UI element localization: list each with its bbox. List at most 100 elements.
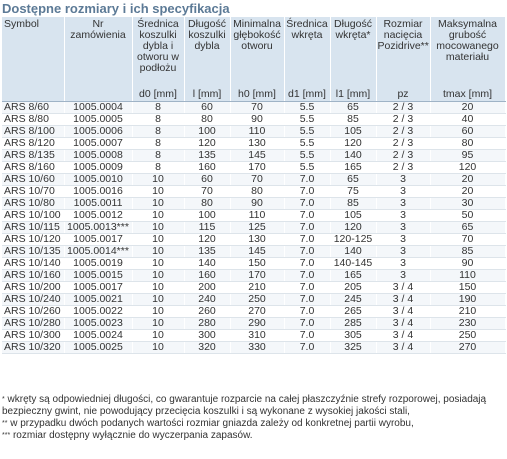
cell-h0: 145 [230, 149, 285, 162]
cell-h0: 90 [230, 113, 285, 126]
cell-order-no: 1005.0016 [64, 185, 133, 198]
cell-h0: 110 [230, 209, 285, 222]
cell-order-no: 1005.0025 [64, 341, 133, 354]
cell-h0: 70 [230, 101, 285, 114]
cell-symbol: ARS 10/70 [2, 185, 65, 198]
cell-l1: 65 [330, 173, 377, 186]
cell-order-no: 1005.0005 [64, 113, 133, 126]
col-header-h0: Minimalna głębokość otworu [230, 17, 285, 88]
cell-tmax: 85 [430, 245, 506, 258]
cell-d1: 7.0 [284, 257, 331, 270]
table-row: ARS 10/160 1005.0015 10 160 170 7.0 165 3 110 [2, 269, 506, 282]
cell-tmax: 30 [430, 197, 506, 210]
cell-d0: 10 [132, 185, 185, 198]
cell-pz: 3 [376, 185, 431, 198]
col-header-pz: Rozmiar nacięcia Pozidrive** [376, 17, 431, 88]
cell-d1: 7.0 [284, 209, 331, 222]
cell-h0: 170 [230, 269, 285, 282]
cell-order-no: 1005.0007 [64, 137, 133, 150]
footnote-mark: ** [2, 420, 8, 427]
cell-d0: 10 [132, 221, 185, 234]
footnote-text: w przypadku dwóch podanych wartości rozm… [10, 418, 414, 429]
cell-d0: 10 [132, 233, 185, 246]
cell-order-no: 1005.0009 [64, 161, 133, 174]
cell-h0: 250 [230, 293, 285, 306]
cell-d1: 7.0 [284, 341, 331, 354]
cell-order-no: 1005.0008 [64, 149, 133, 162]
cell-d0: 10 [132, 257, 185, 270]
table-row: ARS 8/120 1005.0007 8 120 130 5.5 120 2 / 3 80 [2, 137, 506, 150]
cell-order-no: 1005.0010 [64, 173, 133, 186]
cell-l1: 325 [330, 341, 377, 354]
cell-symbol: ARS 10/115 [2, 221, 65, 234]
cell-order-no: 1005.0012 [64, 209, 133, 222]
unit-d1: d1 [mm] [284, 88, 331, 102]
cell-d0: 8 [132, 101, 185, 114]
cell-d1: 5.5 [284, 125, 331, 138]
cell-l: 300 [184, 329, 231, 342]
cell-h0: 330 [230, 341, 285, 354]
cell-tmax: 270 [430, 341, 506, 354]
cell-tmax: 210 [430, 305, 506, 318]
cell-l: 135 [184, 245, 231, 258]
cell-symbol: ARS 10/160 [2, 269, 65, 282]
cell-h0: 145 [230, 245, 285, 258]
cell-d0: 8 [132, 149, 185, 162]
cell-symbol: ARS 8/60 [2, 101, 65, 114]
table-row: ARS 10/70 1005.0016 10 70 80 7.0 75 3 20 [2, 185, 506, 198]
table-row: ARS 10/280 1005.0023 10 280 290 7.0 285 3 / 4 23… [2, 317, 506, 330]
cell-tmax: 150 [430, 281, 506, 294]
cell-l: 260 [184, 305, 231, 318]
unit-l: l [mm] [184, 88, 231, 102]
cell-symbol: ARS 10/60 [2, 173, 65, 186]
cell-pz: 3 [376, 209, 431, 222]
cell-d0: 8 [132, 113, 185, 126]
cell-l1: 305 [330, 329, 377, 342]
cell-pz: 2 / 3 [376, 161, 431, 174]
cell-d1: 7.0 [284, 245, 331, 258]
cell-symbol: ARS 8/120 [2, 137, 65, 150]
cell-d0: 10 [132, 329, 185, 342]
cell-h0: 170 [230, 161, 285, 174]
cell-d1: 5.5 [284, 101, 331, 114]
cell-h0: 110 [230, 125, 285, 138]
unit-tmax: tmax [mm] [430, 88, 506, 102]
unit-l1: l1 [mm] [330, 88, 377, 102]
table-row: ARS 10/135 1005.0014*** 10 135 145 7.0 140 3 85 [2, 245, 506, 258]
table-row: ARS 10/120 1005.0017 10 120 130 7.0 120-125 3 70 [2, 233, 506, 246]
cell-d0: 8 [132, 137, 185, 150]
cell-symbol: ARS 8/160 [2, 161, 65, 174]
cell-d1: 5.5 [284, 137, 331, 150]
cell-h0: 310 [230, 329, 285, 342]
table-row: ARS 10/320 1005.0025 10 320 330 7.0 325 3 / 4 27… [2, 341, 506, 354]
cell-l1: 165 [330, 269, 377, 282]
cell-l: 115 [184, 221, 231, 234]
cell-order-no: 1005.0022 [64, 305, 133, 318]
cell-l: 60 [184, 173, 231, 186]
cell-tmax: 20 [430, 185, 506, 198]
table-row: ARS 10/200 1005.0017 10 200 210 7.0 205 3 / 4 15… [2, 281, 506, 294]
footnote: *** rozmiar dostępny wyłącznie do wyczer… [2, 430, 505, 442]
cell-d0: 10 [132, 209, 185, 222]
unit-h0: h0 [mm] [230, 88, 285, 102]
specification-table: Symbol Nr zamówienia Średnica koszulki d… [2, 17, 506, 354]
cell-d1: 5.5 [284, 113, 331, 126]
cell-d0: 10 [132, 173, 185, 186]
cell-d1: 7.0 [284, 305, 331, 318]
cell-d1: 7.0 [284, 329, 331, 342]
cell-h0: 125 [230, 221, 285, 234]
cell-l1: 140 [330, 149, 377, 162]
col-header-order-no: Nr zamówienia [64, 17, 133, 88]
page-title: Dostępne rozmiary i ich specyfikacja [2, 1, 230, 16]
cell-d1: 7.0 [284, 221, 331, 234]
cell-symbol: ARS 10/120 [2, 233, 65, 246]
cell-tmax: 230 [430, 317, 506, 330]
col-header-symbol: Symbol [2, 17, 65, 88]
footnote: ** w przypadku dwóch podanych wartości r… [2, 418, 505, 430]
cell-pz: 2 / 3 [376, 113, 431, 126]
cell-d0: 10 [132, 245, 185, 258]
cell-tmax: 60 [430, 125, 506, 138]
cell-pz: 3 / 4 [376, 293, 431, 306]
cell-l: 160 [184, 161, 231, 174]
